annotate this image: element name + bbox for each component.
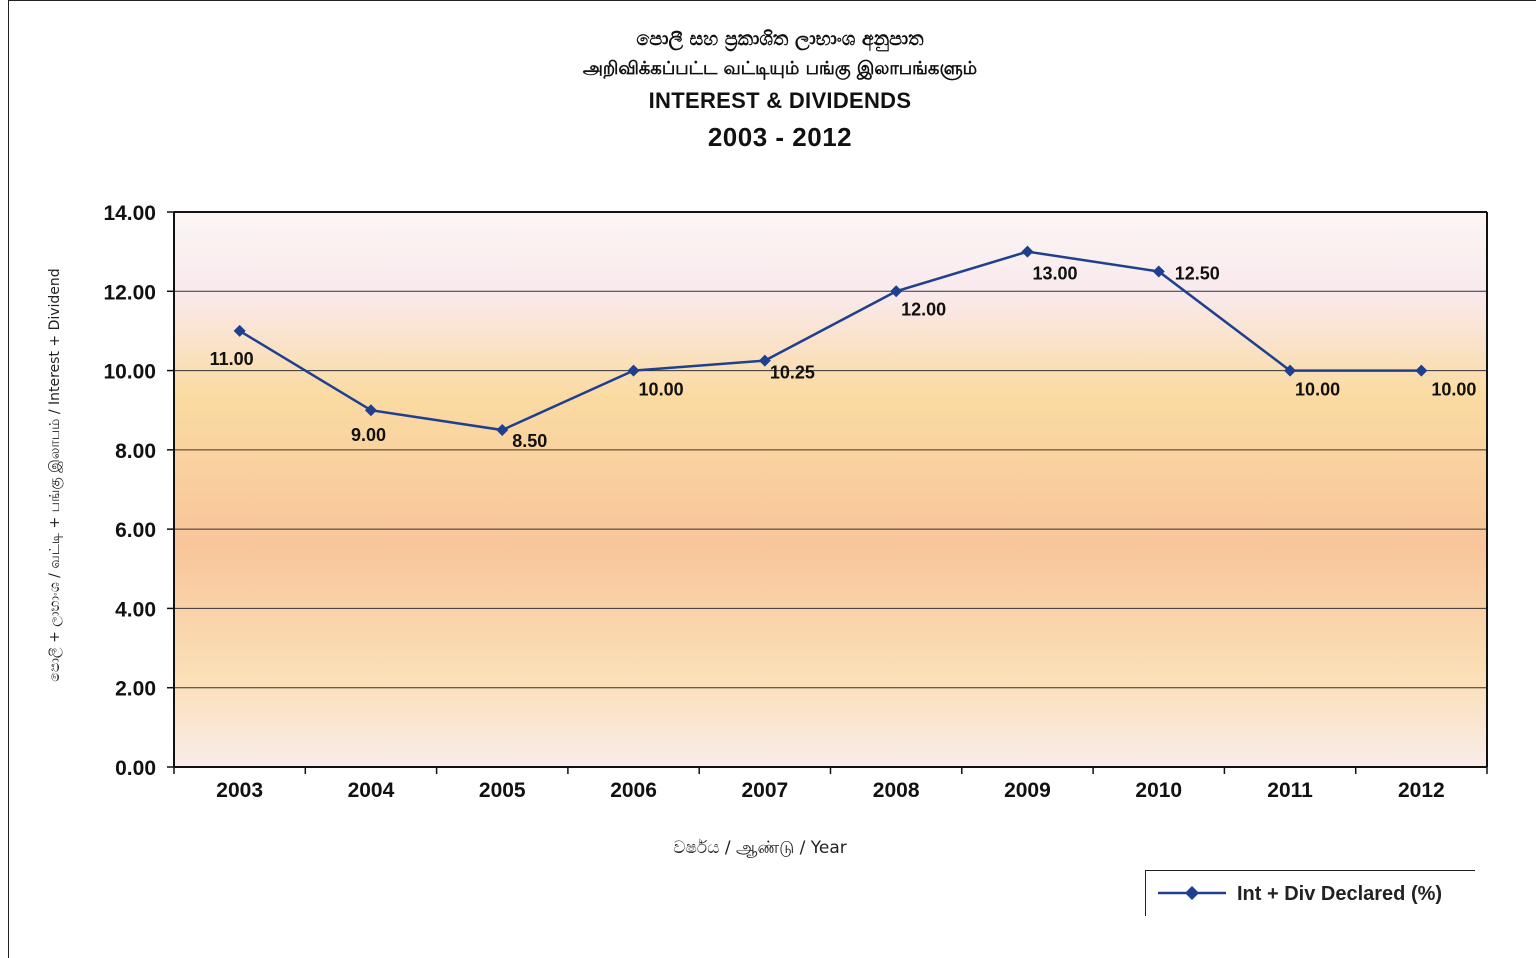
y-tick-labels: 0.00 2.00 4.00 6.00 8.00 10.00 12.00 14.00 (103, 202, 156, 780)
data-label: 12.50 (1175, 263, 1220, 283)
x-tick-label: 2008 (873, 779, 920, 802)
data-point-marker (496, 424, 509, 437)
data-point-marker (627, 364, 640, 377)
data-label: 10.25 (770, 363, 815, 383)
x-tick-label: 2005 (479, 779, 526, 802)
x-tick-label: 2012 (1398, 779, 1445, 802)
data-labels: 11.00 9.00 8.50 10.00 10.25 12.00 13.00 12.50 10… (210, 263, 1477, 451)
x-tick-label: 2006 (610, 779, 657, 802)
x-tick-label: 2010 (1135, 779, 1182, 802)
data-label: 10.00 (639, 380, 684, 400)
data-point-marker (890, 285, 903, 298)
y-tick-label: 10.00 (103, 361, 156, 384)
data-point-marker (758, 354, 771, 367)
series-int-div (233, 245, 1428, 437)
x-tick-label: 2003 (216, 779, 263, 802)
x-tick-label: 2009 (1004, 779, 1051, 802)
chart-title-block: පොලී සහ ප්‍රකාශිත ලාභාංශ අනුපාත அறிவிக்க… (0, 24, 1537, 156)
plot-area (174, 212, 1487, 767)
title-english: INTEREST & DIVIDENDS (648, 88, 912, 113)
series-line (239, 250, 1422, 432)
legend-line-diamond-icon (1158, 886, 1226, 900)
title-sinhala: පොලී සහ ප්‍රකාශිත ලාභාංශ අනුපාත (636, 28, 924, 50)
data-point-marker (1284, 364, 1297, 377)
x-axis-label: වර්ෂය / ஆண்டு / Year (673, 838, 847, 858)
y-tick-label: 8.00 (115, 440, 156, 463)
y-tick-label: 12.00 (103, 281, 156, 304)
data-point-marker (1415, 364, 1428, 377)
data-point-marker (1021, 245, 1034, 258)
grid-lines (174, 290, 1487, 689)
axes (167, 211, 1488, 774)
data-label: 10.00 (1295, 380, 1340, 400)
data-label: 8.50 (512, 431, 547, 451)
data-point-marker (1152, 265, 1165, 278)
chart-frame (8, 0, 1536, 958)
y-tick-label: 6.00 (115, 519, 156, 542)
y-axis-label: පොලී + ලාභාංශ / வட்டி + பங்கு இலாபம் / I… (47, 268, 63, 682)
data-point-marker (233, 324, 246, 337)
title-tamil: அறிவிக்கப்பட்ட வட்டியும் பங்கு இலாபங்களு… (582, 58, 978, 79)
x-tick-label: 2007 (741, 779, 788, 802)
data-point-marker (364, 404, 377, 417)
y-tick-label: 14.00 (103, 202, 156, 225)
y-tick-label: 2.00 (115, 678, 156, 701)
data-label: 13.00 (1032, 264, 1077, 284)
data-label: 10.00 (1431, 380, 1476, 400)
data-label: 9.00 (351, 425, 386, 445)
x-tick-label: 2011 (1267, 779, 1313, 802)
legend-label: Int + Div Declared (%) (1237, 883, 1443, 905)
legend: Int + Div Declared (%) (1145, 870, 1475, 916)
data-label: 12.00 (901, 299, 946, 319)
y-tick-label: 0.00 (115, 757, 156, 780)
y-tick-label: 4.00 (115, 598, 156, 621)
title-years: 2003 - 2012 (707, 122, 853, 152)
data-label: 11.00 (210, 349, 254, 369)
x-tick-labels: 2003 2004 2005 2006 2007 2008 2009 2010 2011 2012 (216, 779, 1444, 802)
x-tick-label: 2004 (348, 779, 395, 802)
